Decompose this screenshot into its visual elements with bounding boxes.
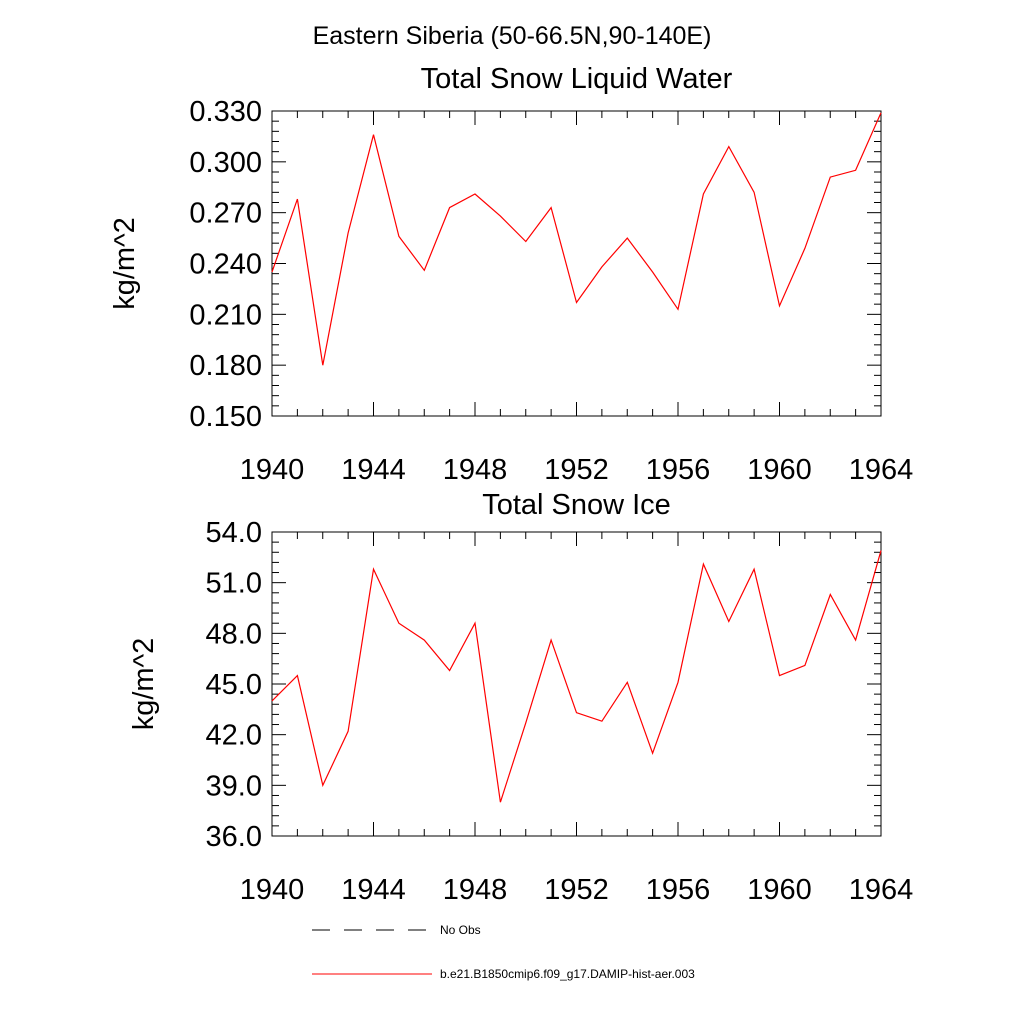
x-tick-label: 1956 xyxy=(646,874,711,906)
legend-no-obs-label: No Obs xyxy=(440,923,481,937)
y-tick-label: 0.210 xyxy=(189,299,262,331)
x-tick-label: 1952 xyxy=(544,454,609,486)
x-tick-label: 1952 xyxy=(544,874,609,906)
y-axis-label: kg/m^2 xyxy=(109,217,141,310)
x-tick-label: 1940 xyxy=(240,874,305,906)
figure-suptitle: Eastern Siberia (50-66.5N,90-140E) xyxy=(313,22,712,50)
y-tick-label: 45.0 xyxy=(206,669,262,701)
series-line xyxy=(271,550,882,803)
legend-model-label: b.e21.B1850cmip6.f09_g17.DAMIP-hist-aer.… xyxy=(440,967,695,981)
x-tick-label: 1940 xyxy=(240,454,305,486)
chart-title: Total Snow Ice xyxy=(482,489,671,521)
x-tick-label: 1944 xyxy=(341,454,406,486)
x-tick-label: 1964 xyxy=(849,874,914,906)
y-tick-label: 39.0 xyxy=(206,770,262,802)
x-tick-label: 1944 xyxy=(341,874,406,906)
x-tick-label: 1960 xyxy=(747,454,812,486)
y-tick-label: 0.150 xyxy=(189,401,262,433)
panel-snow-ice: Total Snow Ice kg/m^2 1940 1944 1948 1952 1956… xyxy=(128,489,913,906)
y-tick-label: 51.0 xyxy=(206,568,262,600)
legend: No Obs b.e21.B1850cmip6.f09_g17.DAMIP-hi… xyxy=(312,923,695,981)
plot-frame xyxy=(271,110,882,417)
chart-title: Total Snow Liquid Water xyxy=(421,63,733,95)
panel-liquid-water: Total Snow Liquid Water kg/m^2 1940 1944 194… xyxy=(109,63,913,486)
x-tick-label: 1956 xyxy=(646,454,711,486)
y-tick-label: 0.300 xyxy=(189,147,262,179)
y-tick-label: 0.240 xyxy=(189,249,262,281)
y-axis-label: kg/m^2 xyxy=(128,638,160,731)
y-tick-label: 0.270 xyxy=(189,198,262,230)
x-tick-label: 1948 xyxy=(443,454,508,486)
x-tick-label: 1960 xyxy=(747,874,812,906)
x-tick-label: 1964 xyxy=(849,454,914,486)
series-line xyxy=(271,112,882,366)
y-tick-label: 36.0 xyxy=(206,821,262,853)
x-tick-label: 1948 xyxy=(443,874,508,906)
y-tick-label: 0.180 xyxy=(189,350,262,382)
plot-frame xyxy=(271,531,882,837)
y-tick-label: 54.0 xyxy=(206,517,262,549)
y-tick-label: 0.330 xyxy=(189,96,262,128)
y-tick-label: 42.0 xyxy=(206,720,262,752)
y-tick-label: 48.0 xyxy=(206,618,262,650)
